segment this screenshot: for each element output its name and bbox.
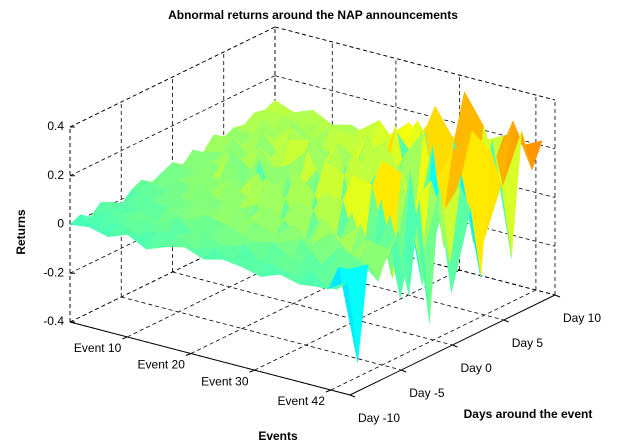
z-tick-label: -0.4 — [43, 314, 64, 328]
tick-mark — [122, 337, 127, 339]
z-tick-label: 0.2 — [47, 168, 64, 182]
z-tick-label: 0 — [57, 217, 64, 231]
tick-mark — [186, 354, 191, 356]
x-axis-label: Days around the event — [464, 407, 593, 421]
y-tick-label: Event 20 — [138, 358, 186, 372]
tick-mark — [401, 370, 406, 372]
x-tick-label: Day 10 — [563, 311, 601, 325]
x-tick-label: Day 5 — [512, 336, 544, 350]
x-tick-label: Day 0 — [461, 361, 493, 375]
y-axis-label: Events — [258, 429, 298, 443]
x-tick-label: Day -5 — [409, 386, 445, 400]
tick-mark — [326, 390, 331, 392]
surface-patch — [339, 265, 368, 363]
grid-line — [275, 27, 555, 100]
z-tick-label: -0.2 — [43, 265, 64, 279]
tick-mark — [350, 395, 355, 397]
tick-mark — [555, 295, 560, 297]
y-tick-label: Event 30 — [201, 374, 249, 388]
grid-line — [70, 27, 275, 127]
tick-mark — [504, 320, 509, 322]
z-tick-label: 0.4 — [47, 119, 64, 133]
y-tick-label: Event 42 — [278, 394, 326, 408]
y-tick-label: Event 10 — [74, 341, 122, 355]
z-axis-label: Returns — [14, 209, 28, 255]
chart-title: Abnormal returns around the NAP announce… — [168, 8, 458, 22]
tick-mark — [453, 345, 458, 347]
x-tick-label: Day -10 — [358, 411, 400, 425]
tick-mark — [250, 370, 255, 372]
chart: Abnormal returns around the NAP announce… — [0, 0, 626, 446]
